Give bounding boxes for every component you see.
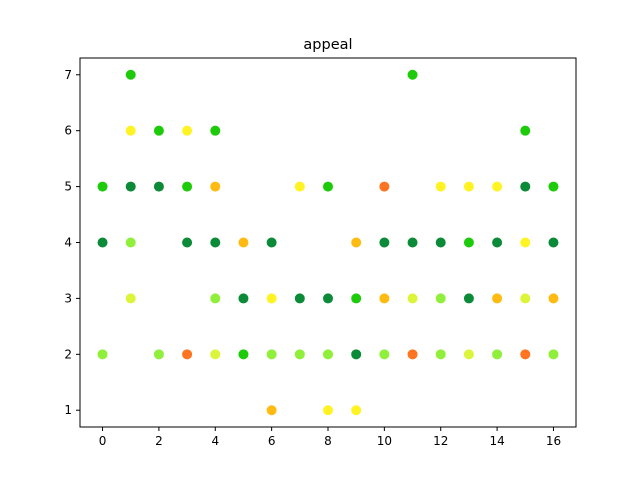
scatter-point bbox=[435, 181, 446, 192]
scatter-point bbox=[125, 125, 136, 136]
x-tick-label: 2 bbox=[155, 434, 163, 448]
y-tick-label: 1 bbox=[64, 403, 72, 417]
x-tick-label: 12 bbox=[433, 434, 448, 448]
scatter-point bbox=[238, 349, 249, 360]
scatter-point bbox=[351, 405, 362, 416]
scatter-point bbox=[294, 349, 305, 360]
scatter-point bbox=[182, 181, 193, 192]
scatter-point bbox=[463, 349, 474, 360]
y-tick-label: 7 bbox=[64, 68, 72, 82]
scatter-point bbox=[548, 349, 559, 360]
scatter-point bbox=[153, 349, 164, 360]
scatter-point bbox=[463, 237, 474, 248]
scatter-point bbox=[125, 181, 136, 192]
scatter-point bbox=[548, 237, 559, 248]
scatter-point bbox=[210, 349, 221, 360]
scatter-point bbox=[463, 181, 474, 192]
scatter-point bbox=[379, 349, 390, 360]
scatter-point bbox=[463, 293, 474, 304]
scatter-point bbox=[210, 125, 221, 136]
scatter-point bbox=[351, 237, 362, 248]
y-tick-label: 4 bbox=[64, 236, 72, 250]
scatter-point bbox=[379, 237, 390, 248]
scatter-point bbox=[520, 237, 531, 248]
scatter-point bbox=[323, 405, 333, 416]
scatter-point bbox=[210, 237, 221, 248]
scatter-point bbox=[153, 125, 164, 136]
scatter-point bbox=[492, 181, 503, 192]
x-tick-label: 14 bbox=[489, 434, 504, 448]
x-tick-label: 10 bbox=[377, 434, 392, 448]
scatter-point bbox=[407, 237, 418, 248]
scatter-point bbox=[407, 293, 418, 304]
scatter-point bbox=[379, 181, 390, 192]
scatter-point bbox=[435, 293, 446, 304]
scatter-point bbox=[238, 237, 249, 248]
scatter-point bbox=[520, 125, 531, 136]
y-tick-label: 5 bbox=[64, 180, 72, 194]
scatter-point bbox=[210, 181, 221, 192]
scatter-point bbox=[435, 349, 446, 360]
scatter-point bbox=[323, 293, 333, 304]
scatter-point bbox=[323, 349, 333, 360]
y-tick-label: 3 bbox=[64, 291, 72, 305]
scatter-point bbox=[266, 293, 277, 304]
scatter-point bbox=[97, 349, 108, 360]
scatter-point bbox=[520, 181, 531, 192]
scatter-point bbox=[210, 293, 221, 304]
scatter-point bbox=[97, 181, 108, 192]
scatter-point bbox=[294, 181, 305, 192]
scatter-point bbox=[379, 293, 390, 304]
x-tick-label: 0 bbox=[99, 434, 107, 448]
scatter-point bbox=[238, 293, 249, 304]
scatter-point bbox=[125, 69, 136, 80]
scatter-point bbox=[548, 181, 559, 192]
scatter-point bbox=[520, 349, 531, 360]
scatter-point bbox=[407, 69, 418, 80]
points-layer bbox=[97, 69, 559, 416]
scatter-point bbox=[351, 293, 362, 304]
x-tick-label: 8 bbox=[324, 434, 332, 448]
scatter-point bbox=[266, 237, 277, 248]
y-tick-label: 6 bbox=[64, 124, 72, 138]
x-tick-label: 4 bbox=[211, 434, 219, 448]
scatter-point bbox=[548, 293, 559, 304]
scatter-point bbox=[351, 349, 362, 360]
scatter-point bbox=[266, 349, 277, 360]
chart-title: appeal bbox=[303, 37, 352, 53]
scatter-point bbox=[407, 349, 418, 360]
scatter-point bbox=[520, 293, 531, 304]
scatter-point bbox=[266, 405, 277, 416]
scatter-point bbox=[294, 293, 305, 304]
scatter-point bbox=[182, 125, 193, 136]
scatter-point bbox=[182, 237, 193, 248]
scatter-point bbox=[492, 293, 503, 304]
scatter-point bbox=[492, 349, 503, 360]
scatter-point bbox=[153, 181, 164, 192]
scatter-point bbox=[492, 237, 503, 248]
scatter-point bbox=[323, 181, 333, 192]
scatter-point bbox=[125, 237, 136, 248]
x-tick-label: 16 bbox=[546, 434, 561, 448]
scatter-point bbox=[125, 293, 136, 304]
x-tick-label: 6 bbox=[268, 434, 276, 448]
scatter-point bbox=[435, 237, 446, 248]
y-tick-label: 2 bbox=[64, 347, 72, 361]
scatter-point bbox=[182, 349, 193, 360]
scatter-point bbox=[97, 237, 108, 248]
